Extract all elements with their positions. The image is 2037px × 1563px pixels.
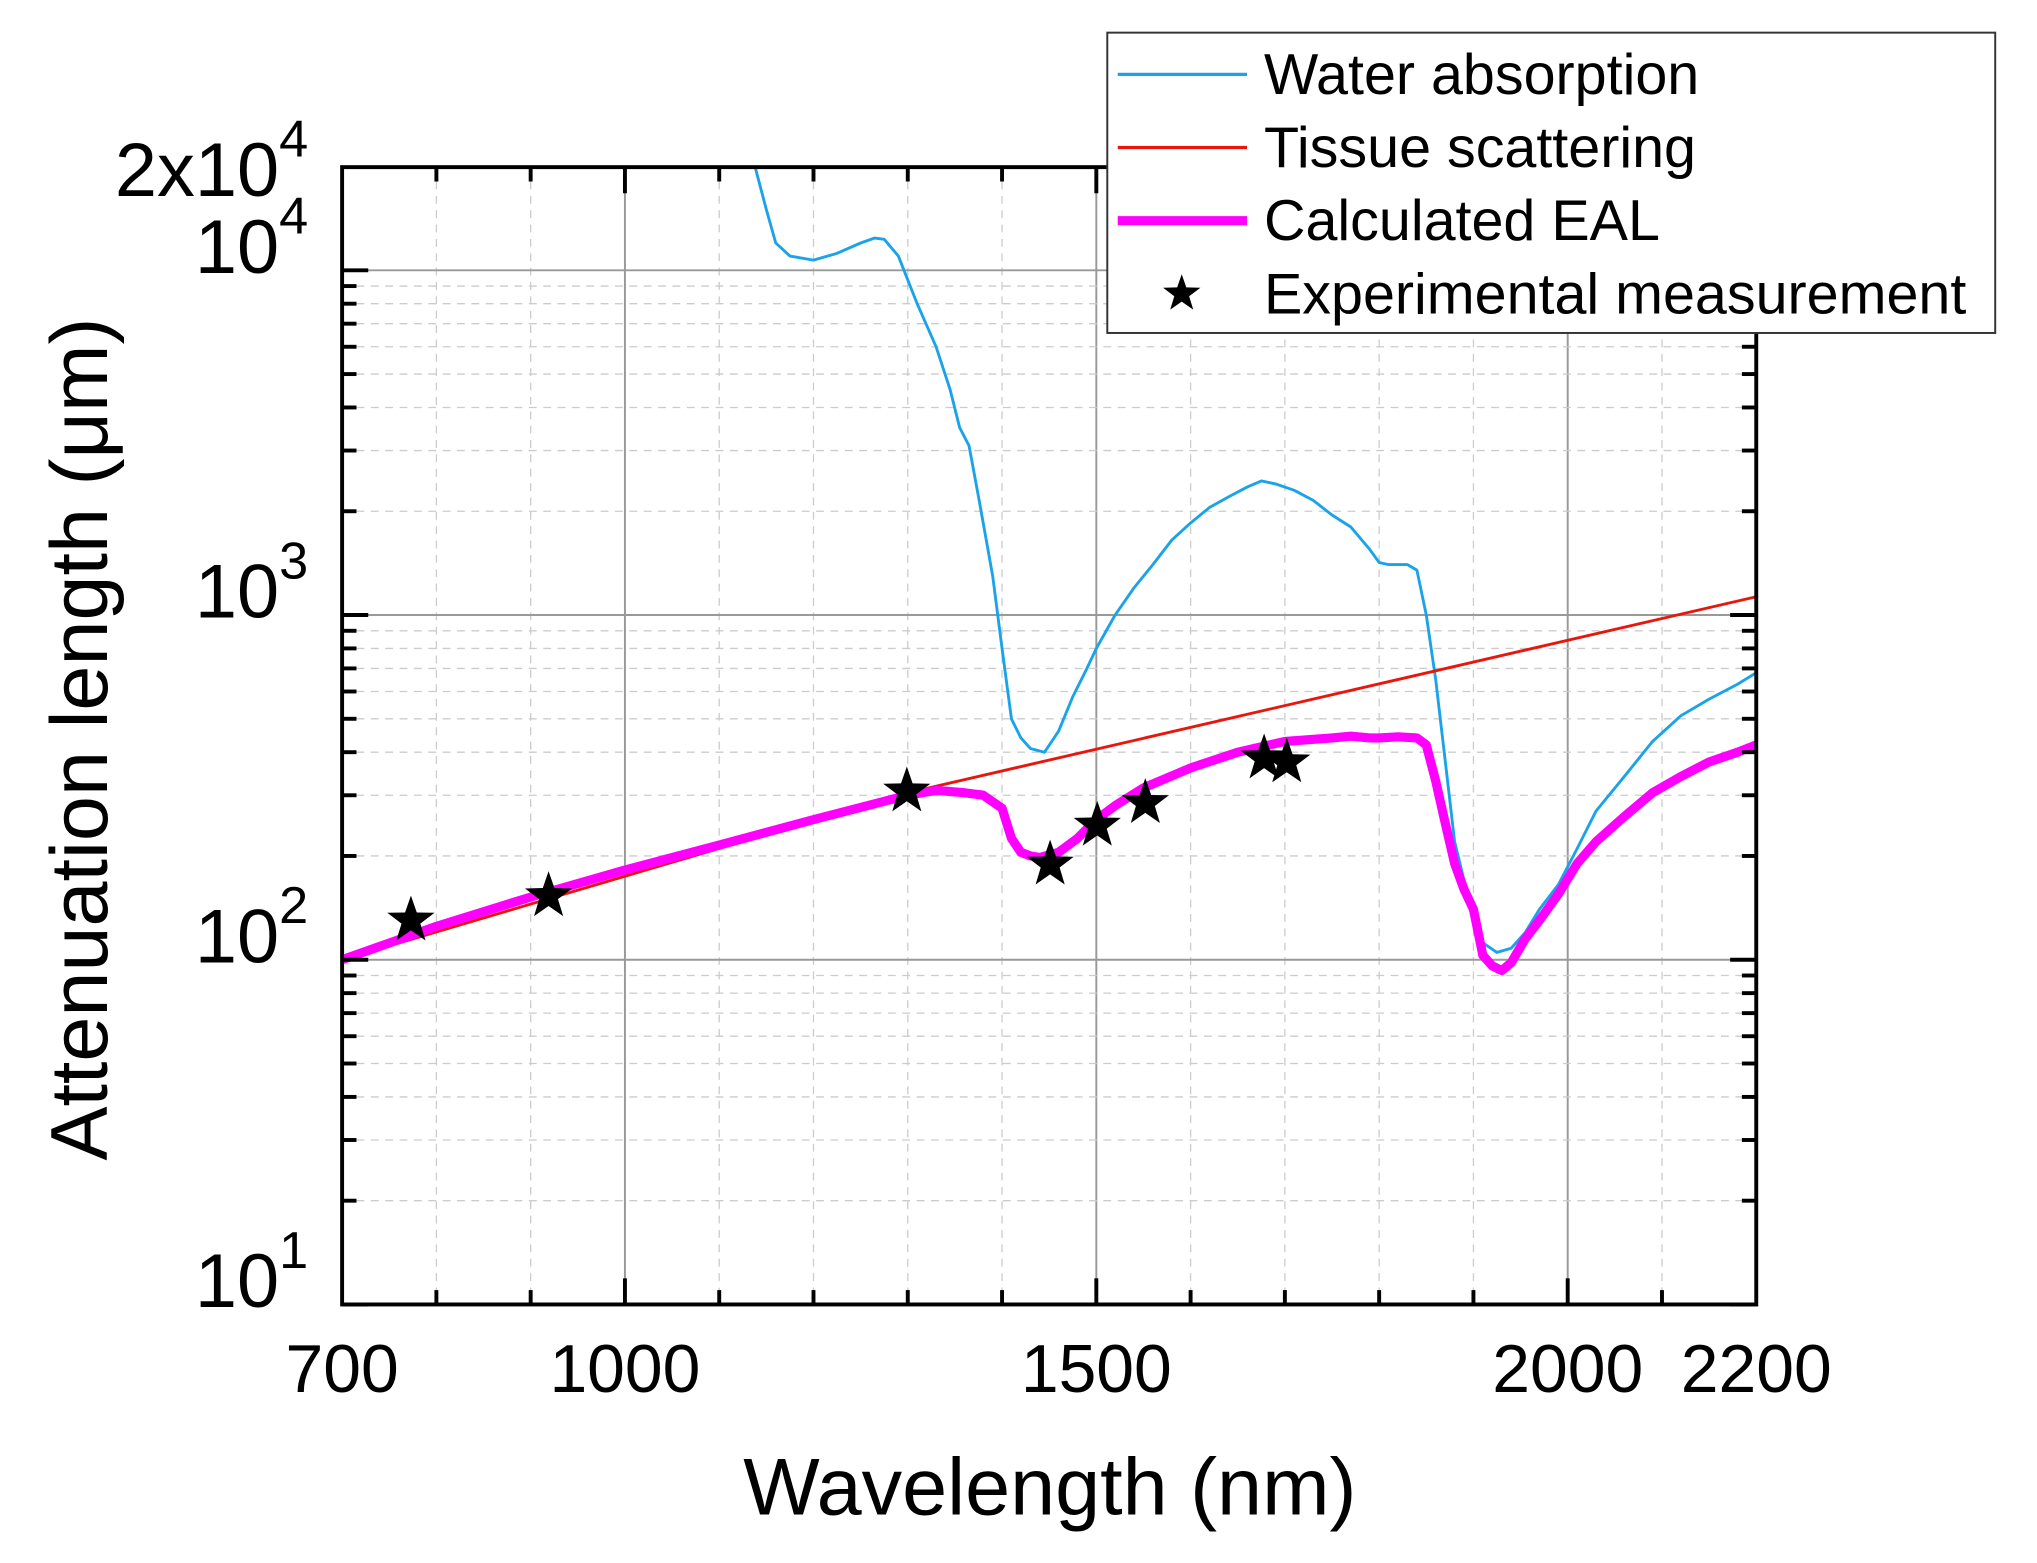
y-tick-label: 102 bbox=[195, 877, 308, 979]
series-line-water-absorption bbox=[753, 167, 1757, 954]
y-tick-label: 104 bbox=[195, 188, 308, 290]
legend-item-tissue-scattering: Tissue scattering bbox=[1117, 116, 1696, 180]
y-tick-exponent: 4 bbox=[279, 111, 308, 169]
experimental-point bbox=[1073, 800, 1121, 846]
series-layer bbox=[342, 167, 1757, 976]
x-tick-labels: 700 1000 1500 2000 2200 bbox=[285, 1332, 1831, 1407]
y-tick-label: 2x104 bbox=[115, 111, 308, 213]
plot-frame bbox=[340, 165, 1759, 1307]
legend-label: Water absorption bbox=[1264, 43, 1699, 107]
x-tick-label: 2000 bbox=[1492, 1332, 1643, 1407]
series-experimental-measurement bbox=[387, 733, 1311, 941]
legend-star-icon bbox=[1163, 274, 1201, 310]
x-tick-label: 2200 bbox=[1681, 1332, 1832, 1407]
x-tick-label: 1000 bbox=[549, 1332, 700, 1407]
x-axis-label: Wavelength (nm) bbox=[743, 1443, 1356, 1533]
y-tick-exponent: 3 bbox=[279, 532, 308, 590]
experimental-point bbox=[524, 871, 573, 917]
experimental-point bbox=[1263, 737, 1311, 783]
y-tick-base: 10 bbox=[195, 550, 279, 635]
legend-item-experimental-measurement: Experimental measurement bbox=[1163, 262, 1966, 326]
experimental-point bbox=[1240, 733, 1288, 779]
legend-label: Experimental measurement bbox=[1264, 262, 1966, 326]
legend-label: Calculated EAL bbox=[1264, 189, 1660, 253]
y-tick-base: 10 bbox=[195, 894, 279, 979]
y-tick-exponent: 4 bbox=[279, 188, 308, 246]
y-tick-base: 10 bbox=[195, 1239, 279, 1324]
y-axis-label: Attenuation length (μm) bbox=[35, 318, 125, 1161]
experimental-point bbox=[387, 895, 435, 941]
y-tick-base: 2x10 bbox=[115, 128, 279, 213]
legend: Water absorption Tissue scattering Calcula… bbox=[1106, 31, 1997, 334]
y-tick-exponent: 1 bbox=[279, 1222, 308, 1280]
grid bbox=[342, 167, 1757, 1305]
legend-item-water-absorption: Water absorption bbox=[1117, 43, 1699, 107]
y-tick-exponent: 2 bbox=[279, 877, 308, 935]
experimental-point bbox=[883, 766, 931, 812]
axis-ticks bbox=[342, 167, 1757, 1307]
x-tick-label: 700 bbox=[285, 1332, 398, 1407]
legend-box bbox=[1106, 31, 1997, 334]
series-line-calculated-eal bbox=[342, 731, 1757, 976]
y-tick-label: 103 bbox=[195, 532, 308, 634]
x-tick-label: 1500 bbox=[1021, 1332, 1172, 1407]
y-tick-base: 10 bbox=[195, 205, 279, 290]
legend-item-calculated-eal: Calculated EAL bbox=[1117, 189, 1660, 253]
legend-label: Tissue scattering bbox=[1264, 116, 1696, 180]
experimental-point bbox=[1121, 778, 1169, 824]
y-tick-label: 101 bbox=[195, 1222, 308, 1324]
experimental-point bbox=[1026, 839, 1074, 885]
